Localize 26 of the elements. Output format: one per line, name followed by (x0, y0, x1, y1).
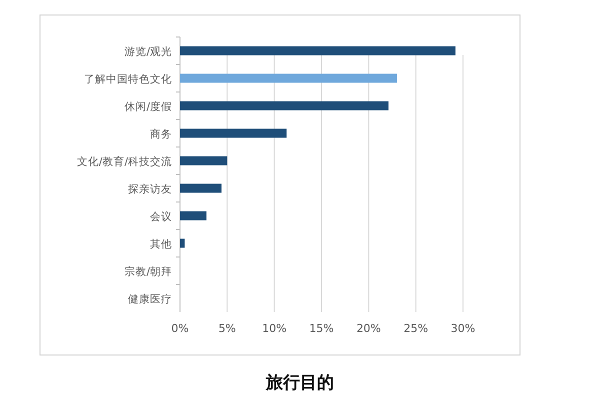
y-tick-label: 文化/教育/科技交流 (76, 154, 172, 168)
bar (180, 46, 456, 56)
y-tick-label: 会议 (150, 210, 172, 223)
bar (180, 128, 287, 138)
x-tick-label: 0% (171, 322, 189, 335)
bar (180, 74, 397, 83)
y-tick-label: 商务 (150, 127, 172, 140)
x-tick-label: 30% (450, 322, 476, 335)
y-tick-label: 了解中国特色文化 (84, 72, 172, 86)
bar (180, 184, 222, 193)
y-tick-label: 健康医疗 (128, 292, 172, 306)
x-tick-label: 5% (218, 322, 236, 335)
bar (180, 156, 228, 166)
bar (180, 238, 185, 248)
text: 旅行目的 (265, 373, 334, 393)
y-tick-label: 其他 (150, 237, 172, 250)
bar (180, 211, 206, 220)
y-tick-label: 宗教/朝拜 (124, 264, 172, 278)
x-tick-label: 15% (309, 322, 334, 335)
x-tick-label: 10% (262, 322, 287, 335)
bar (180, 101, 388, 110)
y-tick-label: 休闲/度假 (124, 100, 172, 113)
x-tick-label: 20% (356, 322, 381, 335)
x-tick-label: 25% (404, 322, 428, 335)
y-tick-label: 探亲访友 (128, 182, 172, 196)
y-tick-label: 游览/观光 (124, 44, 172, 58)
